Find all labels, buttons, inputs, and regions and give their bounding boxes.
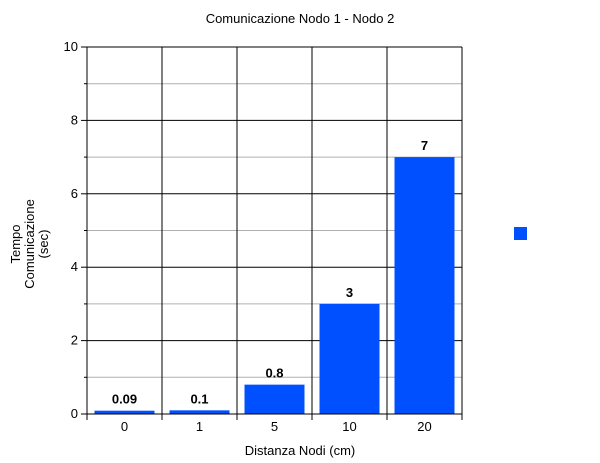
bar-value-label: 3 bbox=[346, 285, 353, 300]
bar bbox=[169, 410, 230, 414]
axes bbox=[81, 46, 463, 420]
bar bbox=[394, 157, 455, 414]
legend-swatch bbox=[514, 227, 527, 240]
bar-value-label: 0.1 bbox=[190, 391, 208, 406]
x-tick-label: 10 bbox=[342, 419, 356, 434]
x-tick-label: 1 bbox=[196, 419, 203, 434]
y-tick-labels: 0 2 4 6 8 10 bbox=[64, 39, 78, 421]
legend bbox=[514, 227, 527, 240]
x-tick-labels: 0 1 5 10 20 bbox=[121, 419, 432, 434]
bars bbox=[94, 157, 455, 414]
bar bbox=[319, 303, 380, 414]
y-tick-label: 2 bbox=[71, 333, 78, 348]
y-tick-label: 8 bbox=[71, 112, 78, 127]
bar-value-label: 0.09 bbox=[112, 392, 137, 407]
y-axis-label-line: (sec) bbox=[36, 230, 51, 259]
y-tick-label: 0 bbox=[71, 406, 78, 421]
data-labels: 0.09 0.1 0.8 3 7 bbox=[112, 138, 428, 407]
bar bbox=[244, 384, 305, 414]
y-axis-label-line: Comunicazione bbox=[22, 199, 37, 289]
x-axis-label: Distanza Nodi (cm) bbox=[245, 443, 356, 458]
bar bbox=[94, 410, 155, 414]
y-axis-label: Tempo Comunicazione (sec) bbox=[8, 199, 51, 289]
y-tick-label: 4 bbox=[71, 259, 78, 274]
x-tick-label: 0 bbox=[121, 419, 128, 434]
x-tick-label: 5 bbox=[271, 419, 278, 434]
x-tick-label: 20 bbox=[417, 419, 431, 434]
chart-title: Comunicazione Nodo 1 - Nodo 2 bbox=[206, 11, 395, 26]
y-tick-label: 6 bbox=[71, 186, 78, 201]
bar-value-label: 0.8 bbox=[265, 366, 283, 381]
y-axis-label-line: Tempo bbox=[8, 224, 23, 263]
y-tick-label: 10 bbox=[64, 39, 78, 54]
bar-value-label: 7 bbox=[421, 138, 428, 153]
